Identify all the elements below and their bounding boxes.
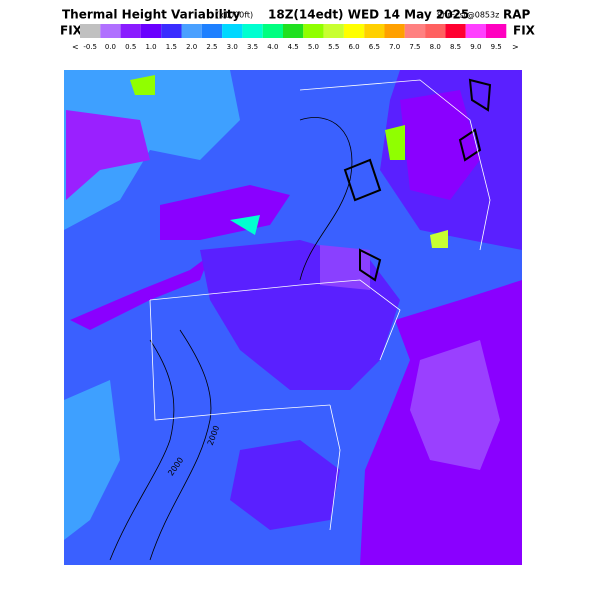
swatch: [303, 24, 324, 38]
swatch: [404, 24, 426, 38]
field: [64, 70, 240, 230]
lake: [70, 255, 210, 330]
field: [130, 75, 155, 95]
swatch: [465, 24, 486, 38]
legend-label: 7.0: [389, 43, 400, 51]
legend-label: 6.0: [348, 43, 359, 51]
units: (x1000ft): [216, 11, 253, 20]
valid-time: 18Z(14edt) WED 14 May 2025: [268, 8, 469, 22]
legend-label: 1.0: [145, 43, 156, 51]
swatch: [283, 24, 304, 38]
legend-label: 8.0: [430, 43, 441, 51]
field: [66, 110, 150, 200]
field: [64, 380, 120, 540]
contours: [109, 78, 492, 561]
field: [320, 245, 370, 290]
legend-label: 5.0: [308, 43, 319, 51]
boundaries: [149, 79, 491, 531]
swatch: [161, 24, 182, 38]
lake: [160, 185, 290, 240]
map: 2000 2000: [64, 70, 522, 565]
field: [430, 230, 448, 248]
legend-label: 9.0: [470, 43, 481, 51]
legend-label: 2.0: [186, 43, 197, 51]
swatch: [100, 24, 121, 38]
forecast: 9hrFcst@0853z: [437, 11, 499, 20]
swatch: [445, 24, 466, 38]
swatch: [262, 24, 283, 38]
field: [410, 340, 500, 470]
legend-label: 0.0: [105, 43, 116, 51]
field: [385, 125, 405, 160]
legend-label: 0.5: [125, 43, 136, 51]
model: RAP: [503, 8, 531, 22]
field: [230, 215, 260, 235]
legend-label: 7.5: [409, 43, 420, 51]
swatch: [425, 24, 446, 38]
swatch: [343, 24, 365, 38]
legend-label: 2.5: [206, 43, 217, 51]
legend-left: FIX: [60, 24, 83, 38]
legend-label: 4.0: [267, 43, 278, 51]
legend-more: >: [512, 43, 519, 52]
swatch: [323, 24, 344, 38]
swatch: [384, 24, 405, 38]
swatch: [140, 24, 162, 38]
swatch: [80, 24, 101, 38]
field: [230, 440, 340, 530]
colorbar: -0.5 0.0 0.5 1.0 1.5 2.0 2.5 3.0 3.5 4.0 4.5 5.0 5.5…: [80, 24, 507, 51]
swatch: [364, 24, 385, 38]
title: Thermal Height Variability: [62, 8, 241, 22]
legend-label: 1.5: [166, 43, 177, 51]
field: [400, 90, 480, 200]
swatch: [222, 24, 243, 38]
legend-less: <: [72, 43, 79, 52]
swatch: [120, 24, 141, 38]
swatch: [486, 24, 507, 38]
legend-label: 3.0: [227, 43, 238, 51]
legend-label: -0.5: [83, 43, 97, 51]
swatch: [181, 24, 202, 38]
legend-label: 3.5: [247, 43, 258, 51]
legend-right: FIX: [513, 24, 536, 38]
legend-label: 6.5: [369, 43, 380, 51]
swatch: [201, 24, 223, 38]
legend-label: 8.5: [450, 43, 461, 51]
swatch: [242, 24, 263, 38]
legend-label: 9.5: [491, 43, 502, 51]
legend-label: 5.5: [328, 43, 339, 51]
legend-label: 4.5: [288, 43, 299, 51]
